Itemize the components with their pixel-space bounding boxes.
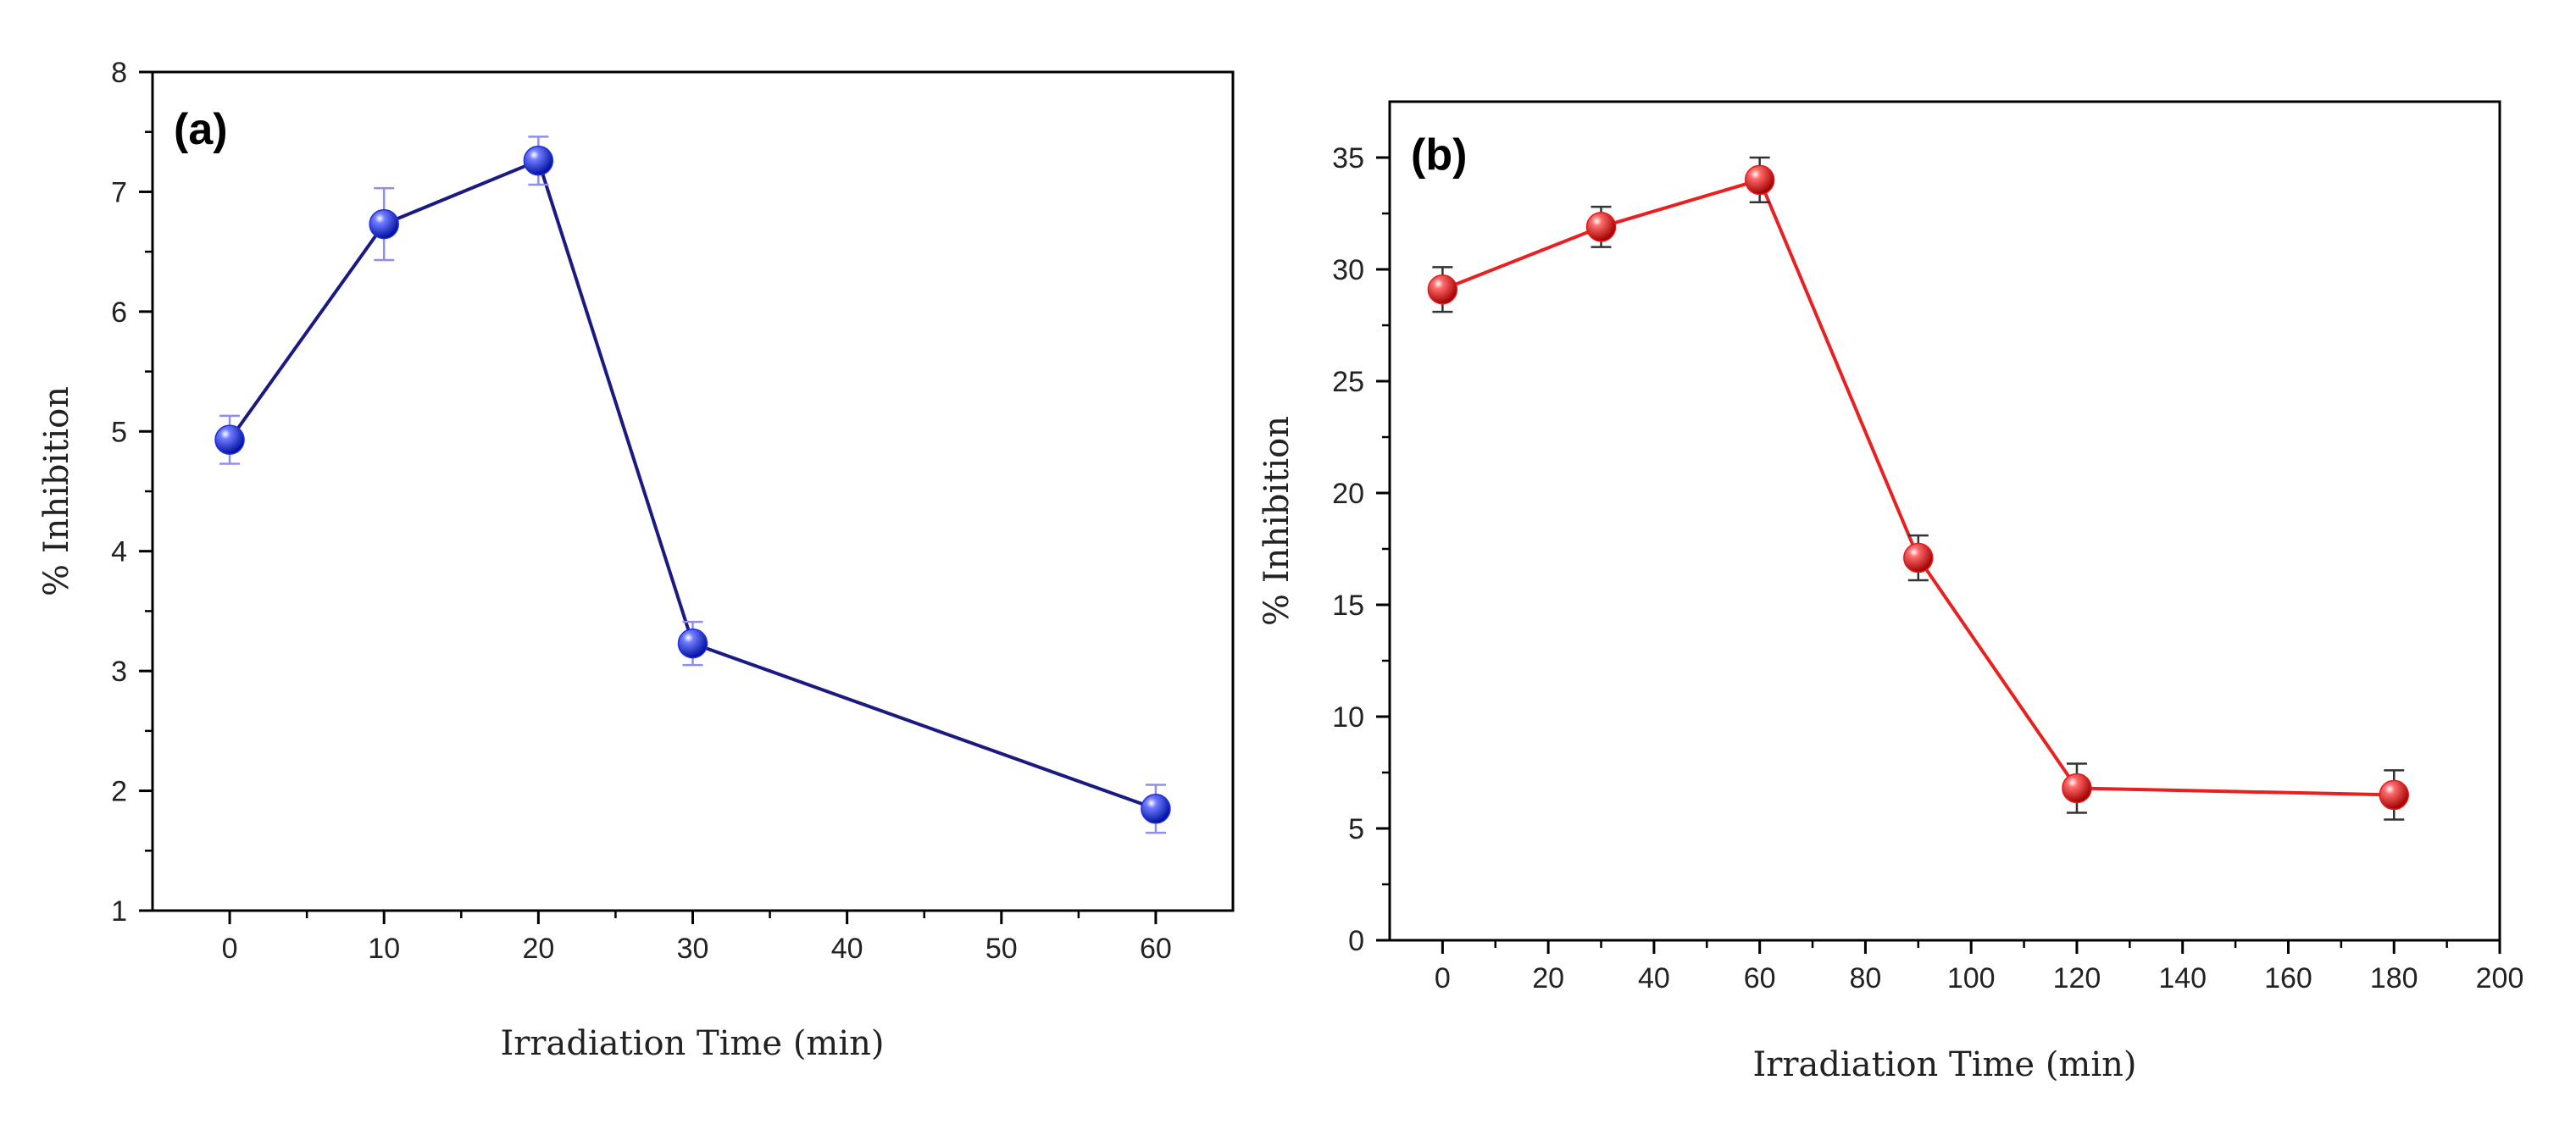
y-tick-label-a: 1 xyxy=(111,895,127,928)
x-tick-label-a: 60 xyxy=(1140,933,1172,965)
x-tick-label-b: 200 xyxy=(2476,962,2524,994)
x-tick-label-a: 40 xyxy=(831,933,863,965)
data-point-b xyxy=(2379,779,2409,811)
x-tick-label-a: 20 xyxy=(522,933,554,965)
data-point-b xyxy=(1903,542,1934,573)
data-point-b xyxy=(2062,773,2092,804)
y-tick-label-a: 2 xyxy=(111,776,127,808)
y-tick-label-b: 25 xyxy=(1332,366,1364,398)
panel-label-b: (b) xyxy=(1411,130,1467,180)
x-tick-label-b: 120 xyxy=(2053,962,2101,994)
y-tick-label-a: 5 xyxy=(111,416,127,448)
series-b xyxy=(1427,156,2409,821)
y-tick-label-a: 4 xyxy=(111,536,127,568)
y-tick-label-b: 0 xyxy=(1348,925,1364,957)
chart-panel-b: (b) Irradiation Time (min) % Inhibition … xyxy=(1257,100,2523,1084)
data-point-a xyxy=(369,208,399,240)
x-tick-label-a: 30 xyxy=(677,933,709,965)
data-point-b xyxy=(1427,274,1458,305)
y-tick-label-b: 35 xyxy=(1332,142,1364,174)
chart-panel-a: (a) Irradiation Time (min) % Inhibition … xyxy=(37,57,1235,1063)
series-line-a xyxy=(228,158,1157,811)
x-axis-title-a: Irradiation Time (min) xyxy=(500,1024,884,1063)
y-tick-label-b: 20 xyxy=(1332,478,1364,510)
data-point-a xyxy=(214,424,245,455)
x-tick-label-a: 0 xyxy=(222,933,238,965)
y-axis-title-a: % Inhibition xyxy=(37,386,76,596)
x-tick-label-b: 20 xyxy=(1532,962,1564,994)
y-tick-label-a: 6 xyxy=(111,296,127,329)
x-tick-label-b: 0 xyxy=(1435,962,1451,994)
y-axis-title-b: % Inhibition xyxy=(1257,416,1296,626)
y-tick-label-a: 8 xyxy=(111,57,127,89)
data-point-b xyxy=(1585,212,1617,242)
series-line-b xyxy=(1441,177,2395,797)
plot-frame-a xyxy=(151,70,1235,912)
y-tick-label-a: 7 xyxy=(111,176,127,208)
x-tick-label-b: 40 xyxy=(1638,962,1670,994)
x-tick-label-b: 180 xyxy=(2370,962,2418,994)
y-tick-label-b: 30 xyxy=(1332,254,1364,286)
data-point-a xyxy=(523,145,554,176)
x-tick-label-b: 60 xyxy=(1744,962,1776,994)
series-a xyxy=(214,136,1171,834)
plot-frame-b xyxy=(1388,100,2501,942)
x-tick-label-a: 10 xyxy=(368,933,400,965)
x-tick-label-b: 140 xyxy=(2158,962,2207,994)
x-tick-label-b: 100 xyxy=(1947,962,1996,994)
panel-label-a: (a) xyxy=(174,105,228,154)
y-tick-label-a: 3 xyxy=(111,656,127,688)
x-tick-label-b: 80 xyxy=(1850,962,1882,994)
data-point-b xyxy=(1744,164,1775,196)
x-tick-label-a: 50 xyxy=(985,933,1018,965)
y-tick-label-b: 5 xyxy=(1348,813,1364,845)
ticks-a: 0 10 20 30 40 50 60 1 2 3 4 5 6 7 8 xyxy=(111,57,1172,965)
x-tick-label-b: 160 xyxy=(2264,962,2312,994)
data-point-a xyxy=(677,628,708,659)
y-tick-label-b: 15 xyxy=(1332,590,1364,622)
x-axis-title-b: Irradiation Time (min) xyxy=(1752,1045,2136,1084)
y-tick-label-b: 10 xyxy=(1332,701,1364,734)
ticks-b: 0 20 40 60 80 100 120 140 160 180 200 0 5 10 15 20 25 30 3… xyxy=(1332,142,2523,994)
data-point-a xyxy=(1141,794,1171,824)
